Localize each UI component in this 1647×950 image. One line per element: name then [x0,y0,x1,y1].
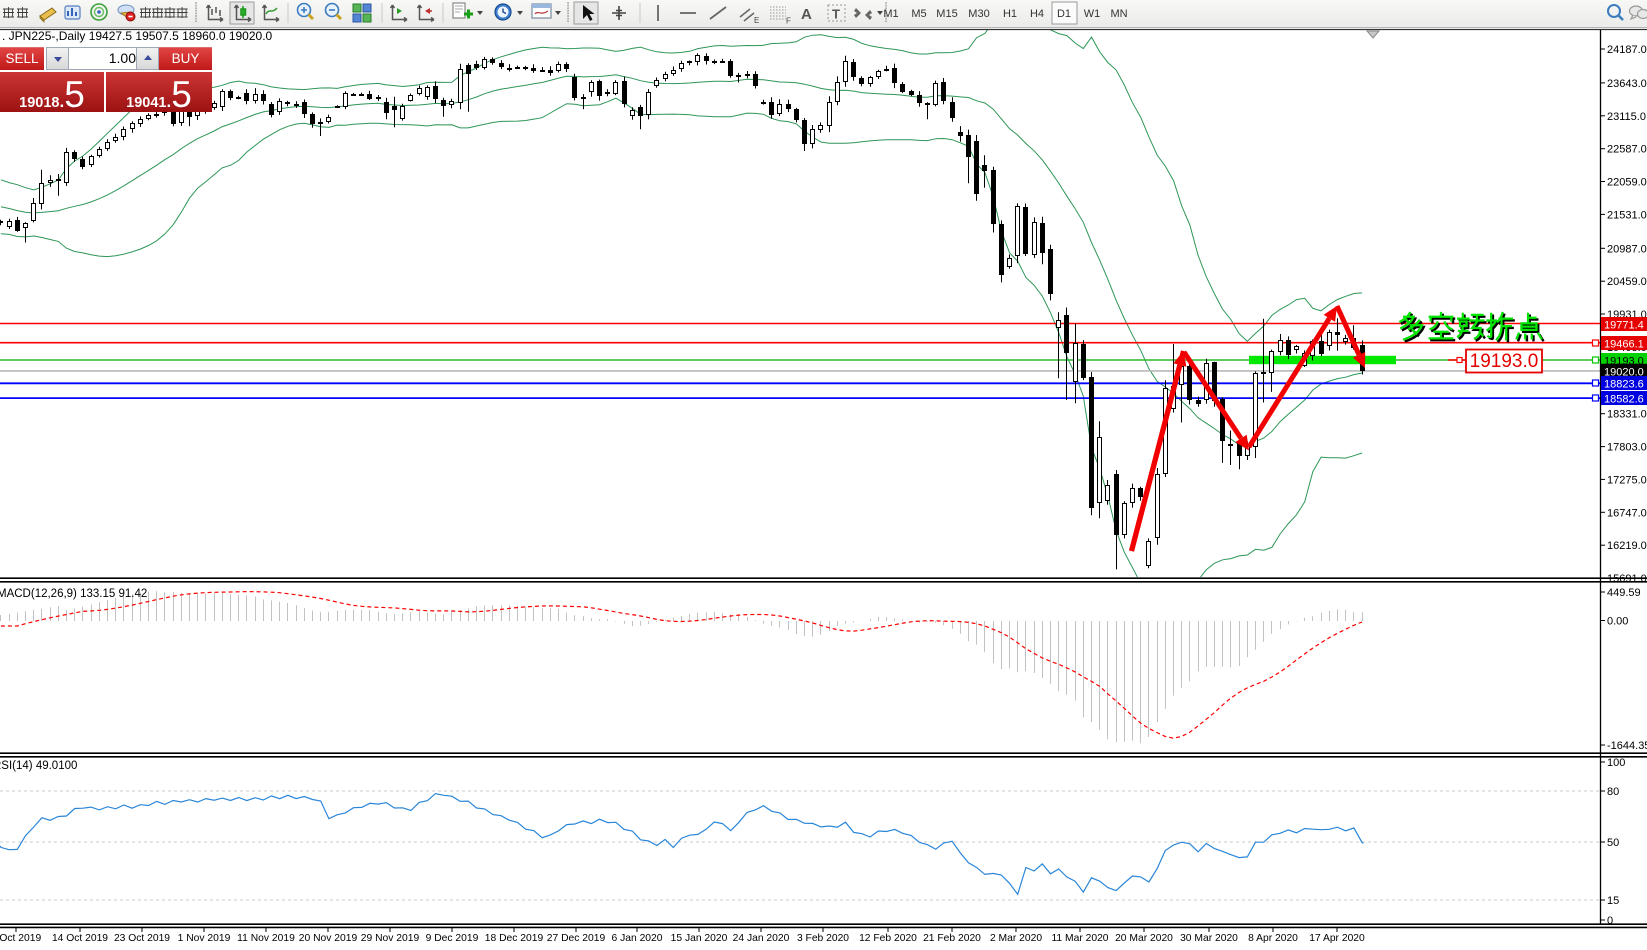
svg-text:18 Dec 2019: 18 Dec 2019 [485,933,544,944]
svg-text:E: E [754,16,759,25]
svg-text:2 Mar 2020: 2 Mar 2020 [990,933,1042,944]
svg-text:21 Feb 2020: 21 Feb 2020 [923,933,981,944]
svg-text:M1: M1 [883,8,898,20]
svg-text:19771.4: 19771.4 [1604,319,1644,331]
svg-text:14 Oct 2019: 14 Oct 2019 [52,933,108,944]
svg-text:A: A [801,6,812,23]
svg-text:M5: M5 [911,8,926,20]
svg-text:F: F [786,17,791,26]
svg-text:16747.0: 16747.0 [1607,507,1647,519]
svg-text:449.59: 449.59 [1607,587,1641,599]
svg-text:20 Mar 2020: 20 Mar 2020 [1115,933,1173,944]
svg-text:19466.1: 19466.1 [1604,338,1644,350]
svg-text:17275.0: 17275.0 [1607,474,1647,486]
svg-text:21531.0: 21531.0 [1607,209,1647,221]
svg-text:MACD(12,26,9) 133.15 91.42: MACD(12,26,9) 133.15 91.42 [0,588,147,600]
svg-text:50: 50 [1607,837,1619,849]
svg-text:0: 0 [1607,915,1613,927]
svg-text:23643.0: 23643.0 [1607,78,1647,90]
svg-text:. JPN225-,Daily 19427.5 19507: . JPN225-,Daily 19427.5 19507.5 18960.0 … [2,29,273,43]
svg-text:29 Nov 2019: 29 Nov 2019 [361,933,420,944]
svg-text:17803.0: 17803.0 [1607,442,1647,454]
svg-text:15: 15 [1607,895,1619,907]
svg-text:8 Apr 2020: 8 Apr 2020 [1248,933,1298,944]
svg-text:11 Nov 2019: 11 Nov 2019 [237,933,295,944]
svg-text:T: T [832,7,840,22]
svg-text:H1: H1 [1003,8,1017,20]
svg-text:30 Mar 2020: 30 Mar 2020 [1180,933,1238,944]
svg-text:M15: M15 [936,8,957,20]
svg-text:3 Feb 2020: 3 Feb 2020 [797,933,849,944]
svg-text:11 Mar 2020: 11 Mar 2020 [1051,933,1108,944]
svg-text:24187.0: 24187.0 [1607,44,1647,56]
svg-text:0.00: 0.00 [1607,616,1628,628]
svg-text:18582.6: 18582.6 [1604,394,1644,406]
svg-text:23115.0: 23115.0 [1607,111,1646,123]
svg-text:17 Apr 2020: 17 Apr 2020 [1309,933,1365,944]
svg-text:4 Oct 2019: 4 Oct 2019 [0,933,41,944]
svg-text:23 Oct 2019: 23 Oct 2019 [114,933,170,944]
svg-text:15691.0: 15691.0 [1607,573,1647,585]
svg-text:D1: D1 [1057,8,1071,20]
svg-text:16219.0: 16219.0 [1607,540,1647,552]
svg-text:18823.6: 18823.6 [1604,379,1644,391]
svg-text:24 Jan 2020: 24 Jan 2020 [733,933,790,944]
svg-text:20459.0: 20459.0 [1607,276,1647,288]
svg-text:9 Dec 2019: 9 Dec 2019 [426,933,479,944]
svg-text:W1: W1 [1084,8,1101,20]
svg-text:6 Jan 2020: 6 Jan 2020 [612,933,663,944]
svg-text:15 Jan 2020: 15 Jan 2020 [671,933,728,944]
svg-text:100: 100 [1607,757,1625,769]
svg-text:20 Nov 2019: 20 Nov 2019 [299,933,358,944]
svg-text:H4: H4 [1030,8,1044,20]
svg-text:MN: MN [1110,8,1127,20]
svg-text:RSI(14) 49.0100: RSI(14) 49.0100 [0,760,77,772]
svg-text:80: 80 [1607,786,1619,798]
svg-text:-1644.35: -1644.35 [1607,740,1647,752]
svg-text:18331.0: 18331.0 [1607,409,1647,421]
svg-text:22587.0: 22587.0 [1607,144,1647,156]
svg-text:19020.0: 19020.0 [1604,366,1644,378]
svg-text:1 Nov 2019: 1 Nov 2019 [178,933,231,944]
svg-text:19193.0: 19193.0 [1470,351,1539,372]
svg-text:M30: M30 [968,8,989,20]
svg-text:27 Dec 2019: 27 Dec 2019 [547,933,606,944]
svg-text:12 Feb 2020: 12 Feb 2020 [859,933,917,944]
svg-text:22059.0: 22059.0 [1607,177,1647,189]
svg-text:20987.0: 20987.0 [1607,243,1647,255]
